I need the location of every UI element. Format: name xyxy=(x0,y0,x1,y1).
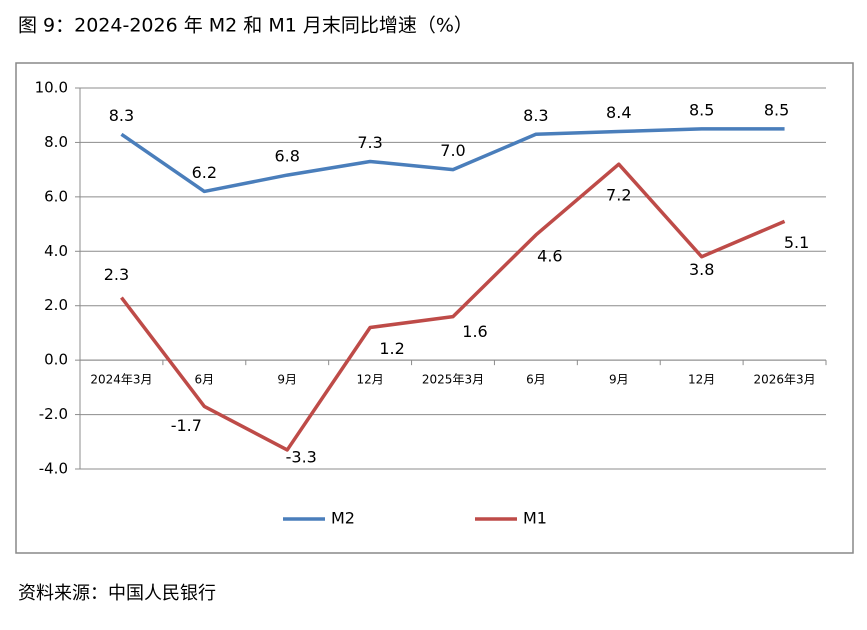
data-label: 3.8 xyxy=(689,260,714,279)
data-label: 8.3 xyxy=(109,106,134,125)
x-tick-label: 6月 xyxy=(526,373,546,387)
y-tick-label: -4.0 xyxy=(39,460,68,478)
y-tick-label: -2.0 xyxy=(39,405,68,423)
data-label: 2.3 xyxy=(104,265,129,284)
data-label: 6.2 xyxy=(192,163,217,182)
x-tick-label: 2024年3月 xyxy=(90,373,152,387)
legend-label: M1 xyxy=(523,509,547,528)
data-label: 7.3 xyxy=(357,133,382,152)
data-label: 1.2 xyxy=(379,339,404,358)
y-tick-label: 10.0 xyxy=(35,79,68,97)
y-tick-label: 6.0 xyxy=(44,187,68,205)
y-tick-label: 2.0 xyxy=(44,296,68,314)
data-label: 4.6 xyxy=(537,246,562,265)
x-tick-label: 12月 xyxy=(356,373,383,387)
x-tick-label: 2025年3月 xyxy=(422,373,484,387)
data-label: 8.5 xyxy=(689,100,714,119)
x-tick-label: 9月 xyxy=(609,373,629,387)
data-label: 1.6 xyxy=(462,322,487,341)
x-tick-label: 2026年3月 xyxy=(753,373,815,387)
data-label: 5.1 xyxy=(784,233,809,252)
data-label: 8.5 xyxy=(764,100,789,119)
y-tick-label: 0.0 xyxy=(44,351,68,369)
data-label: -1.7 xyxy=(171,416,202,435)
data-label: -3.3 xyxy=(286,447,317,466)
data-label: 8.4 xyxy=(606,103,631,122)
y-tick-label: 8.0 xyxy=(44,133,68,151)
chart-title: 图 9：2024-2026 年 M2 和 M1 月末同比增速（%） xyxy=(18,15,473,37)
data-label: 7.0 xyxy=(440,141,465,160)
source-note: 资料来源：中国人民银行 xyxy=(18,583,216,604)
y-tick-label: 4.0 xyxy=(44,242,68,260)
legend-label: M2 xyxy=(331,509,355,528)
chart-frame xyxy=(15,62,854,554)
data-label: 8.3 xyxy=(523,106,548,125)
x-tick-label: 6月 xyxy=(195,373,215,387)
x-tick-label: 9月 xyxy=(277,373,297,387)
x-tick-label: 12月 xyxy=(688,373,715,387)
series-line xyxy=(120,127,785,194)
series-line xyxy=(120,162,786,452)
data-label: 6.8 xyxy=(274,147,299,166)
data-label: 7.2 xyxy=(606,186,631,205)
